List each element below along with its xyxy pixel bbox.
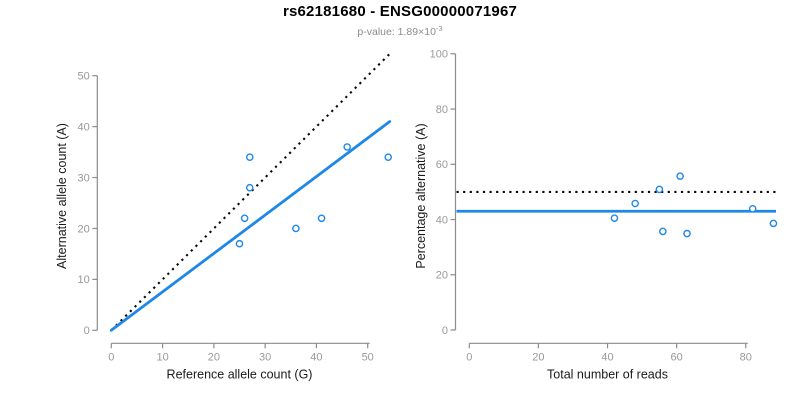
data-point (676, 172, 684, 180)
figure-title: rs62181680 - ENSG00000071967 (282, 3, 518, 20)
y-tick-label: 20 (436, 270, 448, 282)
y-tick-label: 80 (436, 104, 448, 116)
y-tick-label: 30 (78, 172, 90, 184)
data-point (631, 199, 639, 208)
left-plot-points (235, 143, 393, 248)
x-tick-label: 60 (671, 351, 683, 363)
x-axis-title: Total number of reads (547, 368, 668, 382)
x-tick-label: 20 (532, 351, 544, 363)
x-tick-label: 10 (156, 351, 168, 363)
x-tick-label: 40 (601, 351, 613, 363)
x-tick-label: 0 (466, 351, 472, 363)
data-point (610, 214, 619, 222)
data-point (655, 185, 664, 194)
y-tick-label: 10 (78, 274, 90, 286)
y-tick-label: 0 (442, 325, 448, 337)
y-tick-label: 60 (436, 159, 448, 171)
data-point (384, 153, 393, 161)
y-axis-title: Alternative allele count (A) (55, 123, 69, 269)
pvalue-text: p-value: 1.89×10 (357, 26, 436, 38)
y-tick-label: 20 (78, 223, 90, 235)
data-point (748, 204, 757, 213)
figure-subtitle: p-value: 1.89×10-3 (0, 24, 800, 38)
data-point (683, 229, 691, 238)
pvalue-exponent: -3 (435, 24, 443, 33)
data-point (659, 227, 667, 236)
data-point (317, 214, 326, 223)
data-point (235, 239, 244, 248)
y-tick-label: 50 (78, 71, 90, 83)
right-plot-points (610, 172, 778, 238)
x-tick-label: 30 (259, 351, 271, 363)
right-plot: 0 20 40 60 80 100 0 20 40 60 80 Total number of rea… (414, 49, 778, 382)
data-point (245, 183, 254, 192)
y-tick-label: 40 (436, 214, 448, 226)
data-point (343, 143, 351, 151)
x-axis-title: Reference allele count (G) (167, 368, 313, 382)
x-tick-label: 40 (310, 351, 322, 363)
y-tick-label: 40 (78, 121, 90, 133)
data-point (769, 219, 778, 228)
data-point (240, 214, 249, 223)
data-point (292, 224, 300, 233)
y-tick-label: 0 (84, 325, 90, 337)
x-tick-label: 80 (740, 351, 752, 363)
y-tick-label: 100 (430, 49, 448, 61)
fit-line (109, 120, 392, 332)
data-point (245, 153, 254, 161)
left-plot: 0 10 20 30 40 50 0 10 20 30 40 50 Reference allele c… (55, 50, 394, 382)
x-tick-label: 0 (108, 351, 114, 363)
y-axis-title: Percentage alternative (A) (414, 123, 428, 268)
x-tick-label: 20 (208, 351, 220, 363)
x-tick-label: 50 (362, 351, 374, 363)
